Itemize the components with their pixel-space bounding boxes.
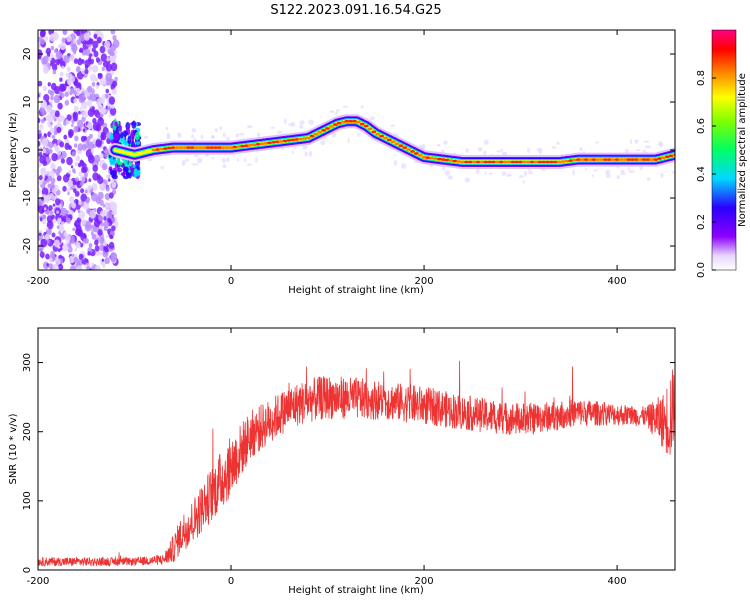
colorbar-label: Normalized spectral amplitude (737, 73, 748, 227)
noise-speckle (38, 30, 120, 270)
spectrogram-axes: -200 0 200 400 -20 -10 0 10 20 (22, 30, 675, 287)
spectrogram-ytick-label: -20 (22, 238, 33, 254)
snr-xtick-label: 0 (228, 576, 234, 587)
snr-series-line (38, 360, 675, 568)
snr-ytick-label: 300 (22, 353, 33, 372)
snr-panel: -200 0 200 400 0 100 200 300 Height of straight… (8, 327, 676, 596)
figure-title: S122.2023.091.16.54.G25 (270, 3, 441, 18)
colorbar-ticks: 0.0 0.2 0.4 0.6 0.8 (696, 70, 716, 278)
snr-ylabel: SNR (10 * v/v) (8, 413, 19, 484)
spectrogram-xtick-label: 400 (608, 276, 627, 287)
colorbar-tick-label: 0.8 (696, 70, 707, 86)
spectrogram-xtick-label: 200 (415, 276, 434, 287)
snr-xlabel: Height of straight line (km) (288, 585, 424, 596)
spectrogram-xtick-label: 0 (228, 276, 234, 287)
colorbar-tick-label: 0.0 (696, 262, 707, 278)
snr-ytick-label: 200 (22, 422, 33, 441)
snr-ytick-label: 100 (22, 491, 33, 510)
colorbar-tick-label: 0.6 (696, 118, 707, 134)
colorbar-gradient (711, 29, 737, 271)
snr-xtick-label: -200 (27, 576, 50, 587)
spectrogram-ytick-label: 0 (22, 147, 33, 153)
colorbar: 0.0 0.2 0.4 0.6 0.8 Normalized spectral ampl… (696, 29, 748, 278)
spectrogram-panel: -200 0 200 400 -20 -10 0 10 20 Height of straigh… (8, 29, 676, 296)
burst-region (108, 118, 142, 180)
snr-xtick-label: 200 (415, 576, 434, 587)
snr-plot-area (38, 360, 675, 568)
snr-axes: -200 0 200 400 0 100 200 300 (22, 328, 675, 587)
snr-xtick-label: 400 (608, 576, 627, 587)
spectrogram-xtick-label: -200 (27, 276, 50, 287)
colorbar-tick-label: 0.4 (696, 166, 707, 182)
spectrogram-xlabel: Height of straight line (km) (288, 285, 424, 296)
spectrogram-ylabel: Frequency (Hz) (8, 112, 19, 188)
spectrogram-image (38, 30, 675, 270)
spectrogram-ytick-label: -10 (22, 190, 33, 206)
spectral-ridge (108, 114, 675, 169)
colorbar-tick-label: 0.2 (696, 214, 707, 230)
snr-frame (37, 327, 676, 571)
snr-ytick-label: 0 (22, 567, 33, 573)
spectrogram-ytick-label: 10 (22, 96, 33, 109)
spectrogram-ytick-label: 20 (22, 48, 33, 61)
